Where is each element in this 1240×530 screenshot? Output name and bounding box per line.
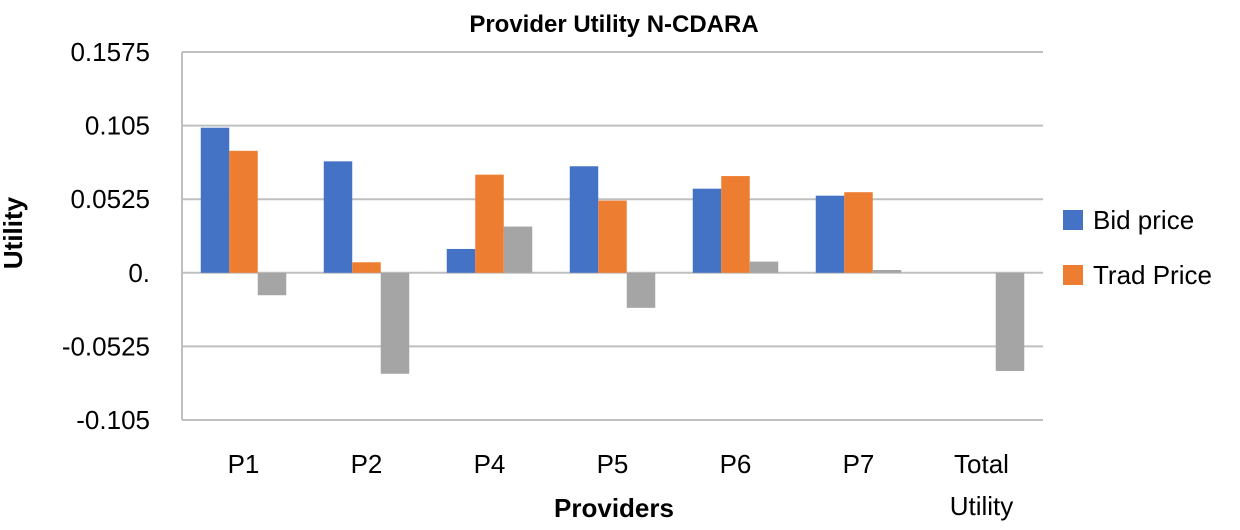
x-tick-label: P6 (720, 449, 752, 479)
y-tick-label: 0. (128, 258, 150, 288)
bar-bid-price-p6 (692, 188, 722, 273)
x-axis-title: Providers (554, 493, 674, 523)
bar-trad-price-p7 (844, 192, 873, 273)
y-tick-label: -0.0525 (62, 331, 150, 361)
bar-trad-price-p6 (721, 176, 750, 273)
bar-series-3-total-utility (995, 272, 1025, 371)
chart-title: Provider Utility N-CDARA (469, 11, 758, 38)
bar-trad-price-p1 (229, 150, 258, 273)
y-tick-label: -0.105 (76, 405, 150, 435)
bar-series-3-p6 (749, 261, 779, 273)
bar-trad-price-p5 (598, 200, 627, 273)
legend-label: Trad Price (1093, 260, 1212, 290)
legend-swatch-trad-price (1063, 265, 1083, 285)
y-tick-label: 0.1575 (70, 37, 150, 67)
y-tick-label: 0.0525 (70, 184, 150, 214)
x-tick-label: P1 (228, 449, 260, 479)
y-tick-labels: 0.1575 0.105 0.0525 0. -0.0525 -0.105 (62, 37, 150, 435)
bar-bid-price-p4 (446, 248, 476, 273)
bar-bid-price-p2 (323, 161, 353, 273)
x-tick-label: P7 (843, 449, 875, 479)
bar-trad-price-p2 (352, 262, 381, 273)
bar-series-3-p5 (626, 272, 656, 308)
bar-bid-price-p1 (200, 127, 230, 273)
bar-series-3-p4 (503, 226, 533, 273)
y-tick-label: 0.105 (85, 111, 150, 141)
x-tick-label: P2 (351, 449, 383, 479)
bar-trad-price-p4 (475, 174, 504, 273)
legend: Bid price Trad Price (1063, 205, 1212, 290)
legend-swatch-bid-price (1063, 210, 1083, 230)
x-tick-label: P5 (597, 449, 629, 479)
x-tick-label: Total Utility (950, 449, 1014, 521)
bars (200, 127, 1025, 374)
legend-label: Bid price (1093, 205, 1194, 235)
x-tick-labels: P1 P2 P4 P5 P6 P7 Total Utility (228, 449, 1014, 521)
y-axis-title: Utility (0, 196, 28, 269)
bar-series-3-p2 (380, 272, 410, 374)
x-tick-label: P4 (474, 449, 506, 479)
bar-bid-price-p5 (569, 166, 599, 273)
bar-series-3-p7 (872, 269, 902, 273)
bar-bid-price-p7 (815, 195, 845, 273)
bar-series-3-p1 (257, 272, 287, 296)
